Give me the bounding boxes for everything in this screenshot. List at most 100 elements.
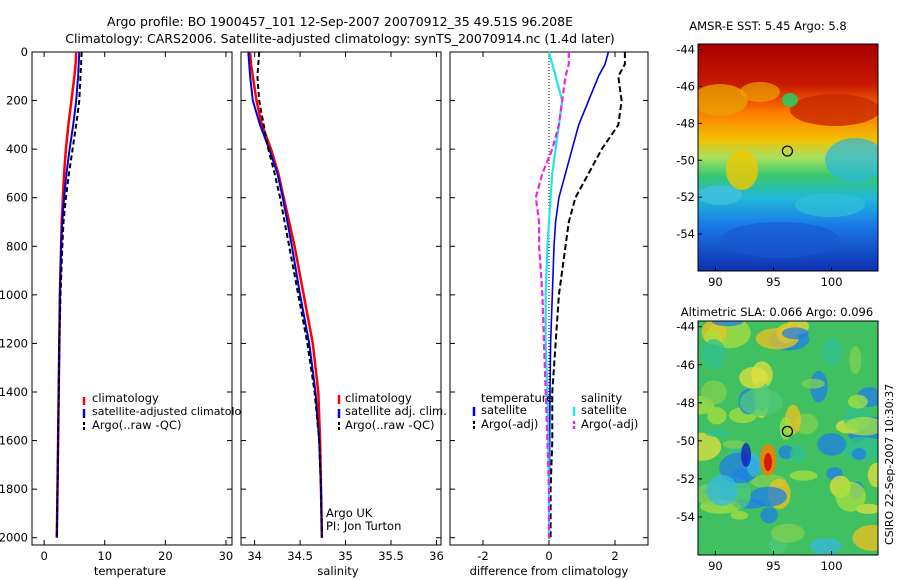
x-tick-label: 35 (338, 549, 353, 563)
difference-xlabel: difference from climatology (470, 564, 629, 578)
x-tick-label: 35.5 (378, 549, 404, 563)
map-y-tick-label: -52 (676, 190, 695, 204)
sla-texture (789, 470, 818, 481)
series-line (55, 51, 83, 538)
x-tick-label: -2 (477, 549, 488, 563)
y-tick-label: 1200 (0, 336, 28, 350)
y-tick-label: 1000 (0, 288, 28, 302)
x-tick-label: 34.5 (287, 549, 313, 563)
map-y-tick-label: -46 (676, 79, 695, 93)
y-tick-label: 800 (6, 239, 28, 253)
series-line (55, 51, 81, 538)
map-y-tick-label: -48 (676, 396, 695, 410)
y-tick-label: 1800 (0, 482, 28, 496)
sla-texture (707, 407, 727, 425)
map-x-tick-label: 90 (708, 275, 723, 289)
difference-legend: temperature satellite Argo(-adj) salinit… (472, 391, 638, 431)
figure-title-line2: Climatology: CARS2006. Satellite-adjuste… (65, 31, 615, 46)
series-line (544, 51, 564, 538)
temperature-legend: climatology satellite-adjusted climatolo… (82, 391, 255, 432)
map-y-tick-label: -44 (676, 43, 695, 57)
x-tick-label: 36 (429, 549, 444, 563)
difference-legend-item: satellite (581, 403, 627, 417)
series-line (549, 52, 626, 538)
x-tick-label: 30 (219, 549, 234, 563)
sla-texture (711, 321, 744, 327)
difference-legend-item: satellite (481, 403, 527, 417)
map-x-tick-label: 90 (708, 559, 723, 573)
sla-texture (847, 394, 868, 409)
difference-legend-item: Argo(-adj) (581, 417, 638, 431)
sla-texture (851, 448, 867, 460)
map-x-tick-label: 95 (766, 559, 781, 573)
y-tick-label: 0 (21, 45, 28, 59)
difference-legend-title-salinity: salinity (581, 391, 622, 405)
salinity-legend-item: Argo(..raw -QC) (345, 418, 435, 432)
x-tick-label: 10 (97, 549, 112, 563)
x-tick-label: 0 (545, 549, 552, 563)
sla-texture (781, 327, 809, 340)
salinity-legend-item: satellite adj. clim. (345, 404, 447, 418)
sst-map-argo-marker (781, 145, 794, 157)
x-tick-label: 20 (158, 549, 173, 563)
salinity-legend: climatology satellite adj. clim. Argo(..… (337, 391, 447, 432)
sla-texture (801, 378, 825, 389)
difference-panel: -2 0 2 difference from climatology tempera… (449, 51, 649, 578)
map-y-tick-label: -48 (676, 116, 695, 130)
sla-texture (844, 416, 878, 436)
sla-texture (706, 474, 738, 506)
temperature-xlabel: temperature (94, 564, 166, 578)
series-line (248, 51, 324, 538)
x-tick-label: 0 (40, 549, 47, 563)
map-y-tick-label: -50 (676, 434, 695, 448)
series-line (256, 51, 323, 538)
map-y-tick-label: -44 (676, 320, 695, 334)
sla-texture (730, 510, 749, 520)
sla-texture (700, 380, 727, 405)
temperature-legend-item: Argo(..raw -QC) (92, 418, 182, 432)
y-tick-label: 400 (6, 142, 28, 156)
sla-texture (704, 428, 731, 437)
map-y-tick-label: -50 (676, 153, 695, 167)
sla-map-argo-marker (781, 425, 794, 437)
map-x-tick-label: 100 (821, 559, 843, 573)
sla-texture (741, 443, 751, 467)
figure-title-line1: Argo profile: BO 1900457_101 12-Sep-2007… (107, 14, 573, 29)
sla-texture (778, 445, 795, 460)
series-line (534, 52, 570, 538)
y-tick-label: 600 (6, 191, 28, 205)
x-tick-label: 34 (247, 549, 262, 563)
sla-texture (809, 538, 842, 555)
sla-texture (821, 338, 843, 366)
temperature-legend-item: climatology (92, 391, 159, 405)
sla-texture (698, 432, 722, 461)
sla-texture (764, 453, 772, 471)
salinity-annotation-line1: Argo UK (326, 506, 373, 520)
temperature-legend-item: satellite-adjusted climatology (92, 405, 255, 418)
map-y-tick-label: -46 (676, 358, 695, 372)
series-line (548, 51, 610, 538)
sla-texture (722, 440, 746, 449)
salinity-panel: 34 34.5 35 35.5 36 salinity climatology sate… (240, 51, 447, 578)
sla-texture (817, 433, 847, 456)
difference-legend-item: Argo(-adj) (481, 417, 538, 431)
y-tick-label: 2000 (0, 531, 28, 545)
y-tick-label: 200 (6, 94, 28, 108)
sla-texture (867, 463, 878, 488)
salinity-annotation-line2: PI: Jon Turton (326, 519, 401, 533)
sla-texture (739, 388, 783, 416)
sla-map: Altimetric SLA: 0.066 Argo: 0.096 90 95 10… (676, 305, 879, 573)
map-x-tick-label: 95 (766, 275, 781, 289)
sla-texture (849, 346, 862, 375)
sla-texture (835, 481, 866, 512)
x-tick-label: 2 (611, 549, 618, 563)
y-tick-label: 1600 (0, 434, 28, 448)
sla-texture (701, 339, 726, 370)
sst-map: AMSR-E SST: 5.45 Argo: 5.8 90 95 100 -44 -46… (676, 19, 879, 289)
map-x-tick-label: 100 (821, 275, 843, 289)
sst-map-title: AMSR-E SST: 5.45 Argo: 5.8 (689, 19, 846, 33)
sla-texture (749, 486, 787, 507)
sla-texture (739, 366, 768, 389)
y-tick-label: 1400 (0, 385, 28, 399)
